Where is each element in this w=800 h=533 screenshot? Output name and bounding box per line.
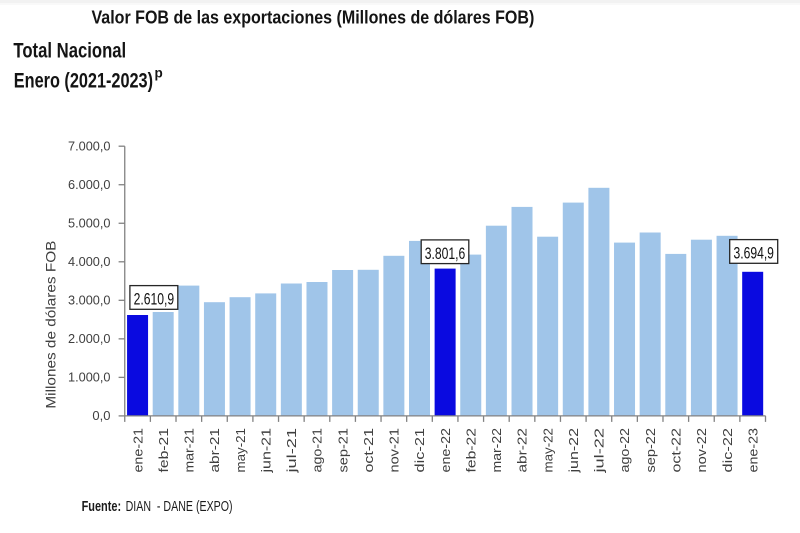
svg-text:feb-22: feb-22: [463, 428, 478, 473]
svg-text:Total Nacional: Total Nacional: [13, 40, 126, 63]
svg-text:3.694,9: 3.694,9: [733, 245, 774, 263]
svg-text:abr-22: abr-22: [515, 428, 530, 473]
svg-text:Valor FOB de las exportaciones: Valor FOB de las exportaciones (Millones…: [92, 7, 535, 28]
svg-text:ene-22: ene-22: [438, 428, 453, 473]
svg-text:jul-21: jul-21: [284, 428, 299, 474]
svg-text:dic-21: dic-21: [412, 428, 427, 473]
svg-text:jun-21: jun-21: [258, 428, 273, 474]
svg-text:3.000,0: 3.000,0: [68, 293, 111, 308]
svg-text:oct-22: oct-22: [669, 428, 684, 473]
svg-text:4.000,0: 4.000,0: [68, 254, 111, 269]
svg-text:may-21: may-21: [233, 428, 248, 473]
svg-text:nov-22: nov-22: [694, 428, 709, 473]
svg-text:jul-22: jul-22: [592, 428, 607, 474]
svg-text:2.000,0: 2.000,0: [68, 331, 111, 346]
svg-text:Millones de dólares FOB: Millones de dólares FOB: [44, 241, 59, 409]
svg-text:p: p: [155, 66, 163, 81]
svg-text:abr-21: abr-21: [207, 428, 222, 473]
svg-text:feb-21: feb-21: [156, 428, 171, 473]
svg-text:jun-22: jun-22: [566, 428, 581, 474]
svg-text:dic-22: dic-22: [720, 428, 735, 473]
svg-text:3.801,6: 3.801,6: [425, 245, 466, 263]
svg-text:sep-22: sep-22: [643, 428, 658, 473]
svg-text:0,0: 0,0: [92, 408, 110, 423]
svg-text:5.000,0: 5.000,0: [68, 215, 111, 230]
svg-text:oct-21: oct-21: [361, 428, 376, 473]
svg-text:Fuente:DIAN - DANE (EXPO): Fuente: DIAN - DANE (EXPO): [82, 499, 233, 515]
svg-text:ago-22: ago-22: [617, 428, 632, 473]
svg-text:ago-21: ago-21: [310, 428, 325, 473]
svg-text:mar-22: mar-22: [489, 428, 504, 473]
svg-text:may-22: may-22: [540, 428, 555, 473]
svg-text:2.610,9: 2.610,9: [134, 291, 175, 309]
svg-text:sep-21: sep-21: [335, 428, 350, 473]
svg-text:6.000,0: 6.000,0: [68, 177, 111, 192]
svg-text:7.000,0: 7.000,0: [68, 138, 111, 153]
svg-text:nov-21: nov-21: [387, 428, 402, 473]
svg-text:Enero (2021-2023): Enero (2021-2023): [14, 69, 153, 92]
svg-text:mar-21: mar-21: [182, 428, 197, 473]
svg-text:ene-21: ene-21: [130, 428, 145, 473]
svg-text:1.000,0: 1.000,0: [68, 370, 111, 385]
svg-text:ene-23: ene-23: [745, 428, 760, 473]
